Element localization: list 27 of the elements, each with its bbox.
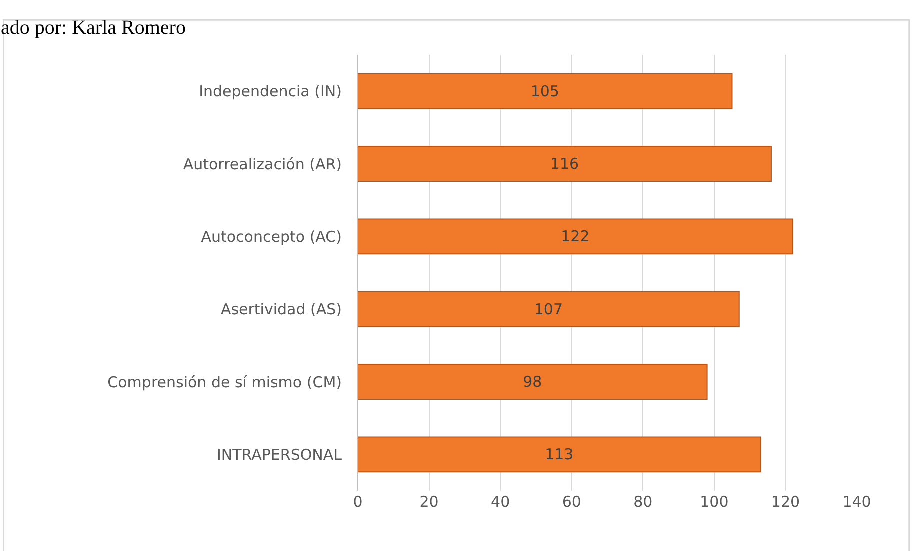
data-label: 105: [530, 82, 560, 100]
y-tick-label: Autoconcepto (AC): [201, 228, 342, 246]
x-tick-label: 20: [420, 493, 439, 511]
data-label: 113: [545, 446, 574, 464]
y-tick-label: Autorrealización (AR): [183, 155, 342, 174]
data-label: 116: [550, 155, 580, 173]
x-tick-label: 120: [771, 493, 800, 511]
y-tick-label: Independencia (IN): [199, 82, 342, 101]
y-tick-label: Comprensión de sí mismo (CM): [108, 373, 342, 392]
text: ado por: Karla Romero: [1, 17, 186, 39]
x-tick-label: 140: [842, 493, 872, 511]
bar: [358, 291, 740, 328]
x-tick-label: 40: [491, 493, 510, 511]
bar: [358, 218, 794, 255]
x-tick-label: 80: [634, 493, 653, 511]
bar: [358, 73, 733, 110]
x-tick-label: 60: [562, 493, 582, 511]
x-tick-label: 100: [700, 493, 729, 511]
data-label: 107: [534, 300, 564, 318]
x-tick-label: 0: [353, 493, 363, 511]
bar: [358, 436, 762, 473]
bar: [358, 146, 772, 182]
y-tick-label: Asertividad (AS): [220, 300, 342, 319]
bar: [358, 364, 708, 400]
y-tick-label: INTRAPERSONAL: [217, 446, 343, 464]
data-label: 122: [561, 228, 590, 246]
data-label: 98: [523, 373, 542, 391]
